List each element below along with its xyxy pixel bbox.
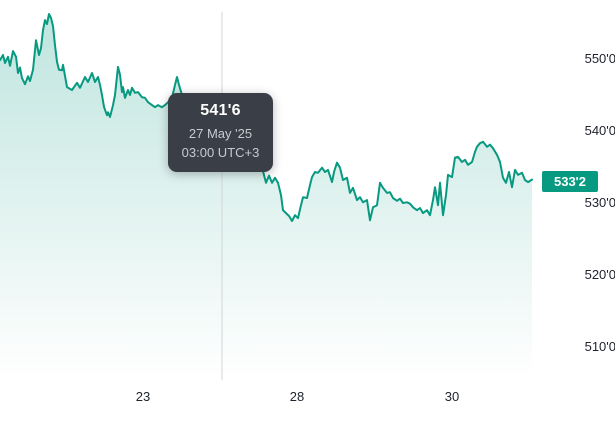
y-axis-label: 530'0 bbox=[584, 195, 615, 210]
y-axis-label: 540'0 bbox=[584, 123, 615, 138]
tooltip-price: 541'6 bbox=[200, 102, 241, 120]
last-price-badge: 533'2 bbox=[542, 171, 598, 192]
price-scale[interactable]: 550'0 540'0 530'0 520'0 510'0 bbox=[533, 0, 615, 380]
area-fill bbox=[0, 14, 532, 378]
y-axis-label: 550'0 bbox=[584, 51, 615, 66]
x-axis-label: 28 bbox=[289, 389, 305, 404]
y-axis-label: 510'0 bbox=[584, 339, 615, 354]
tooltip-date: 27 May '25 bbox=[188, 126, 253, 142]
price-tooltip: 541'6 27 May '25 03:00 UTC+3 bbox=[168, 93, 273, 172]
x-axis-label: 30 bbox=[444, 389, 460, 404]
time-scale[interactable]: 23 28 30 bbox=[0, 380, 615, 433]
tooltip-time: 03:00 UTC+3 bbox=[181, 145, 260, 160]
y-axis-label: 520'0 bbox=[584, 267, 615, 282]
x-axis-label: 23 bbox=[135, 389, 151, 404]
